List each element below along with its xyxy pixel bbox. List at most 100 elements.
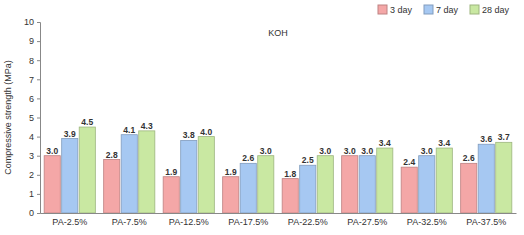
y-tick-mark [37, 79, 40, 80]
y-tick: 9 [29, 36, 40, 46]
y-tick-label: 1 [29, 189, 34, 199]
y-tick: 7 [29, 75, 40, 85]
x-tick: PA-7.5% [112, 213, 147, 227]
y-tick: 5 [29, 113, 40, 123]
data-label: 1.8 [284, 169, 296, 179]
y-tick-mark [37, 60, 40, 61]
y-tick-label: 10 [24, 17, 34, 27]
x-axis-line [41, 213, 517, 214]
x-tick: PA-27.5% [347, 213, 387, 227]
y-axis-title: Compressive strength (MPa) [3, 60, 13, 175]
y-tick-label: 4 [29, 132, 34, 142]
y-axis: 012345678910 [24, 17, 41, 218]
bar [478, 144, 494, 213]
x-tick-label: PA-27.5% [347, 217, 387, 227]
bar [496, 142, 512, 213]
data-label: 3.0 [46, 146, 58, 156]
x-tick: PA-32.5% [407, 213, 447, 227]
y-tick-mark [37, 41, 40, 42]
data-label: 3.0 [344, 146, 356, 156]
bar [258, 156, 274, 213]
y-tick-label: 0 [29, 208, 34, 218]
data-label: 3.0 [319, 146, 331, 156]
y-tick: 0 [29, 208, 40, 218]
data-label: 3.8 [183, 130, 195, 140]
annotation: KOH [268, 28, 288, 38]
y-tick-label: 5 [29, 113, 34, 123]
data-label: 4.3 [141, 121, 153, 131]
x-tick-label: PA-37.5% [466, 217, 506, 227]
plot: 012345678910PA-2.5%PA-7.5%PA-12.5%PA-17.… [24, 17, 517, 227]
bar [436, 148, 452, 213]
y-tick-label: 9 [29, 36, 34, 46]
bar [377, 148, 393, 213]
y-tick-mark [37, 98, 40, 99]
data-label: 1.9 [225, 167, 237, 177]
bar [163, 177, 179, 213]
bar [282, 179, 298, 213]
y-tick-mark [37, 175, 40, 176]
bar [44, 156, 60, 213]
y-tick-mark [37, 156, 40, 157]
data-label: 3.9 [64, 129, 76, 139]
bar [342, 156, 358, 213]
y-tick-mark [37, 137, 40, 138]
data-label: 3.0 [361, 146, 373, 156]
bar [104, 160, 120, 213]
data-label: 2.5 [302, 155, 314, 165]
bar [198, 137, 214, 213]
data-label: 4.1 [123, 125, 135, 135]
y-tick: 4 [29, 132, 40, 142]
y-tick: 1 [29, 189, 40, 199]
y-tick-mark [37, 213, 40, 214]
x-tick: PA-12.5% [169, 213, 209, 227]
y-tick-mark [37, 194, 40, 195]
y-axis-line [37, 23, 41, 214]
x-tick: PA-2.5% [52, 213, 87, 227]
legend-label: 7 day [436, 5, 459, 15]
y-tick-mark [37, 118, 40, 119]
bars [44, 127, 512, 213]
bar [359, 156, 375, 213]
data-label: 3.0 [421, 146, 433, 156]
legend-swatch [470, 5, 479, 14]
legend-label: 28 day [482, 5, 510, 15]
y-tick-label: 7 [29, 75, 34, 85]
series [62, 135, 495, 213]
y-tick: 8 [29, 56, 40, 66]
legend-item: 28 day [470, 5, 510, 15]
bar [317, 156, 333, 213]
bar [223, 177, 239, 213]
bar [139, 131, 155, 213]
bar [240, 163, 256, 213]
legend-item: 7 day [424, 5, 459, 15]
data-label: 3.6 [480, 134, 492, 144]
y-tick-mark [37, 22, 40, 23]
bar [419, 156, 435, 213]
legend-swatch [424, 5, 433, 14]
data-label: 1.9 [165, 167, 177, 177]
data-label: 4.0 [200, 127, 212, 137]
series [44, 156, 477, 213]
data-label: 3.0 [260, 146, 272, 156]
y-tick-label: 8 [29, 56, 34, 66]
x-tick-label: PA-17.5% [228, 217, 268, 227]
legend-item: 3 day [378, 5, 413, 15]
data-label: 3.4 [438, 138, 450, 148]
x-tick-label: PA-22.5% [288, 217, 328, 227]
data-label: 3.7 [498, 132, 510, 142]
legend-swatch [378, 5, 387, 14]
x-tick: PA-17.5% [228, 213, 268, 227]
data-label: 2.6 [463, 153, 475, 163]
x-tick-label: PA-32.5% [407, 217, 447, 227]
y-tick-label: 3 [29, 151, 34, 161]
bar [121, 135, 137, 213]
bar [62, 139, 78, 213]
data-label: 2.6 [242, 153, 254, 163]
x-tick-label: PA-7.5% [112, 217, 147, 227]
y-tick-label: 6 [29, 94, 34, 104]
legend: 3 day 7 day 28 day [378, 5, 510, 15]
x-tick: PA-37.5% [466, 213, 506, 227]
x-axis: PA-2.5% PA-7.5% PA-12.5% PA-17.5% PA-22.5% PA… [41, 213, 517, 227]
chart: 012345678910PA-2.5%PA-7.5%PA-12.5%PA-17.… [0, 0, 524, 235]
